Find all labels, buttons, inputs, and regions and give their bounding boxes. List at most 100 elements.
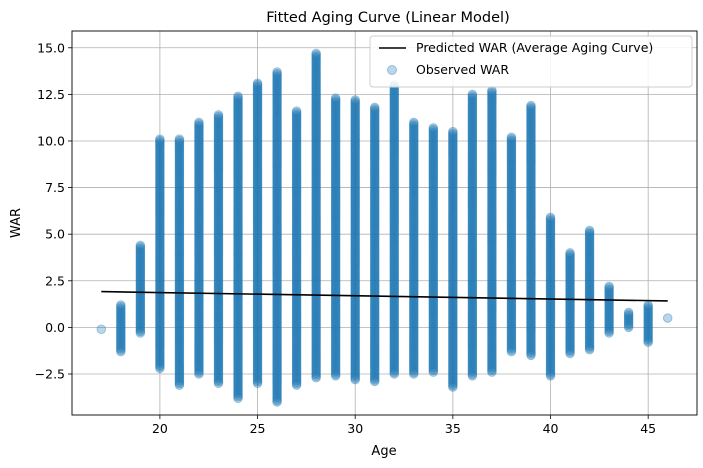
observed-point bbox=[155, 207, 165, 217]
observed-point bbox=[155, 229, 165, 240]
observed-point bbox=[155, 193, 165, 204]
observed-point bbox=[135, 273, 146, 283]
observed-point bbox=[174, 372, 185, 383]
observed-point bbox=[174, 223, 185, 234]
observed-point bbox=[272, 67, 282, 77]
observed-point bbox=[135, 243, 146, 254]
observed-point bbox=[135, 261, 146, 271]
observed-point bbox=[194, 360, 204, 370]
observed-point bbox=[135, 267, 146, 277]
observed-point bbox=[116, 345, 126, 355]
x-tick-label: 25 bbox=[250, 421, 266, 436]
observed-point bbox=[155, 260, 165, 271]
observed-point bbox=[135, 307, 146, 317]
observed-point bbox=[135, 326, 146, 337]
observed-point bbox=[135, 294, 146, 304]
observed-point bbox=[174, 174, 185, 185]
observed-point bbox=[174, 171, 185, 182]
observed-point bbox=[174, 243, 185, 253]
observed-point bbox=[174, 364, 185, 374]
observed-point bbox=[174, 198, 185, 208]
observed-point bbox=[155, 210, 165, 220]
observed-point bbox=[155, 167, 165, 177]
observed-point bbox=[174, 170, 185, 180]
observed-point bbox=[135, 297, 146, 307]
observed-point bbox=[174, 322, 185, 332]
x-tick-label: 35 bbox=[445, 421, 461, 436]
y-tick-label: 7.5 bbox=[45, 180, 65, 195]
x-tick-label: 20 bbox=[152, 421, 168, 436]
observed-point bbox=[155, 247, 165, 258]
observed-point bbox=[155, 216, 165, 226]
observed-point bbox=[174, 332, 185, 343]
observed-point bbox=[155, 271, 165, 281]
observed-point bbox=[506, 132, 517, 143]
observed-point bbox=[174, 192, 185, 203]
observed-point bbox=[155, 187, 165, 198]
observed-point bbox=[662, 313, 673, 323]
observed-point bbox=[174, 270, 185, 280]
y-tick-label: 12.5 bbox=[37, 87, 65, 102]
observed-point bbox=[174, 337, 185, 347]
observed-point bbox=[155, 168, 165, 179]
observed-point bbox=[155, 329, 165, 339]
observed-point bbox=[155, 176, 165, 186]
observed-point bbox=[174, 177, 185, 188]
observed-point bbox=[155, 357, 165, 368]
y-tick-label: 15.0 bbox=[37, 40, 65, 55]
observed-point bbox=[135, 251, 146, 261]
observed-point bbox=[155, 146, 165, 156]
observed-point bbox=[174, 320, 185, 331]
observed-point bbox=[174, 314, 185, 325]
observed-point bbox=[155, 202, 165, 213]
observed-point bbox=[155, 259, 165, 269]
observed-point bbox=[155, 184, 165, 195]
observed-point bbox=[174, 156, 185, 167]
observed-point bbox=[155, 241, 165, 252]
observed-point bbox=[155, 174, 165, 185]
observed-point bbox=[174, 202, 185, 213]
observed-point bbox=[155, 158, 165, 168]
observed-point bbox=[155, 213, 165, 223]
observed-point bbox=[155, 156, 165, 167]
observed-point bbox=[155, 198, 165, 208]
observed-point bbox=[155, 311, 165, 322]
observed-point bbox=[194, 361, 204, 372]
observed-point bbox=[174, 344, 185, 355]
observed-point bbox=[174, 208, 185, 219]
observed-point bbox=[155, 351, 165, 362]
observed-point bbox=[155, 310, 165, 320]
observed-point bbox=[174, 134, 185, 144]
observed-point bbox=[155, 134, 165, 144]
observed-point bbox=[194, 369, 204, 379]
observed-point bbox=[155, 268, 165, 278]
y-axis-label: WAR bbox=[9, 208, 24, 238]
observed-point bbox=[155, 251, 165, 262]
observed-point bbox=[135, 328, 146, 338]
observed-point bbox=[135, 320, 146, 331]
observed-point bbox=[174, 261, 185, 271]
observed-point bbox=[174, 240, 185, 250]
observed-point bbox=[174, 241, 185, 252]
observed-point bbox=[174, 265, 185, 276]
observed-point bbox=[174, 347, 185, 358]
observed-point bbox=[174, 219, 185, 229]
observed-point bbox=[135, 325, 146, 335]
observed-point bbox=[428, 123, 439, 133]
observed-point bbox=[155, 246, 165, 256]
observed-point bbox=[135, 271, 146, 282]
observed-point bbox=[155, 199, 165, 210]
observed-point bbox=[174, 228, 185, 238]
observed-point bbox=[116, 316, 126, 327]
observed-point bbox=[174, 229, 185, 240]
observed-point bbox=[155, 183, 165, 193]
observed-point bbox=[155, 250, 165, 260]
observed-point bbox=[135, 304, 146, 314]
observed-point bbox=[116, 324, 126, 334]
observed-point bbox=[135, 317, 146, 328]
observed-point bbox=[545, 212, 556, 223]
observed-point bbox=[174, 325, 185, 335]
observed-point bbox=[174, 310, 185, 320]
observed-point bbox=[174, 335, 185, 346]
observed-point bbox=[155, 143, 165, 153]
